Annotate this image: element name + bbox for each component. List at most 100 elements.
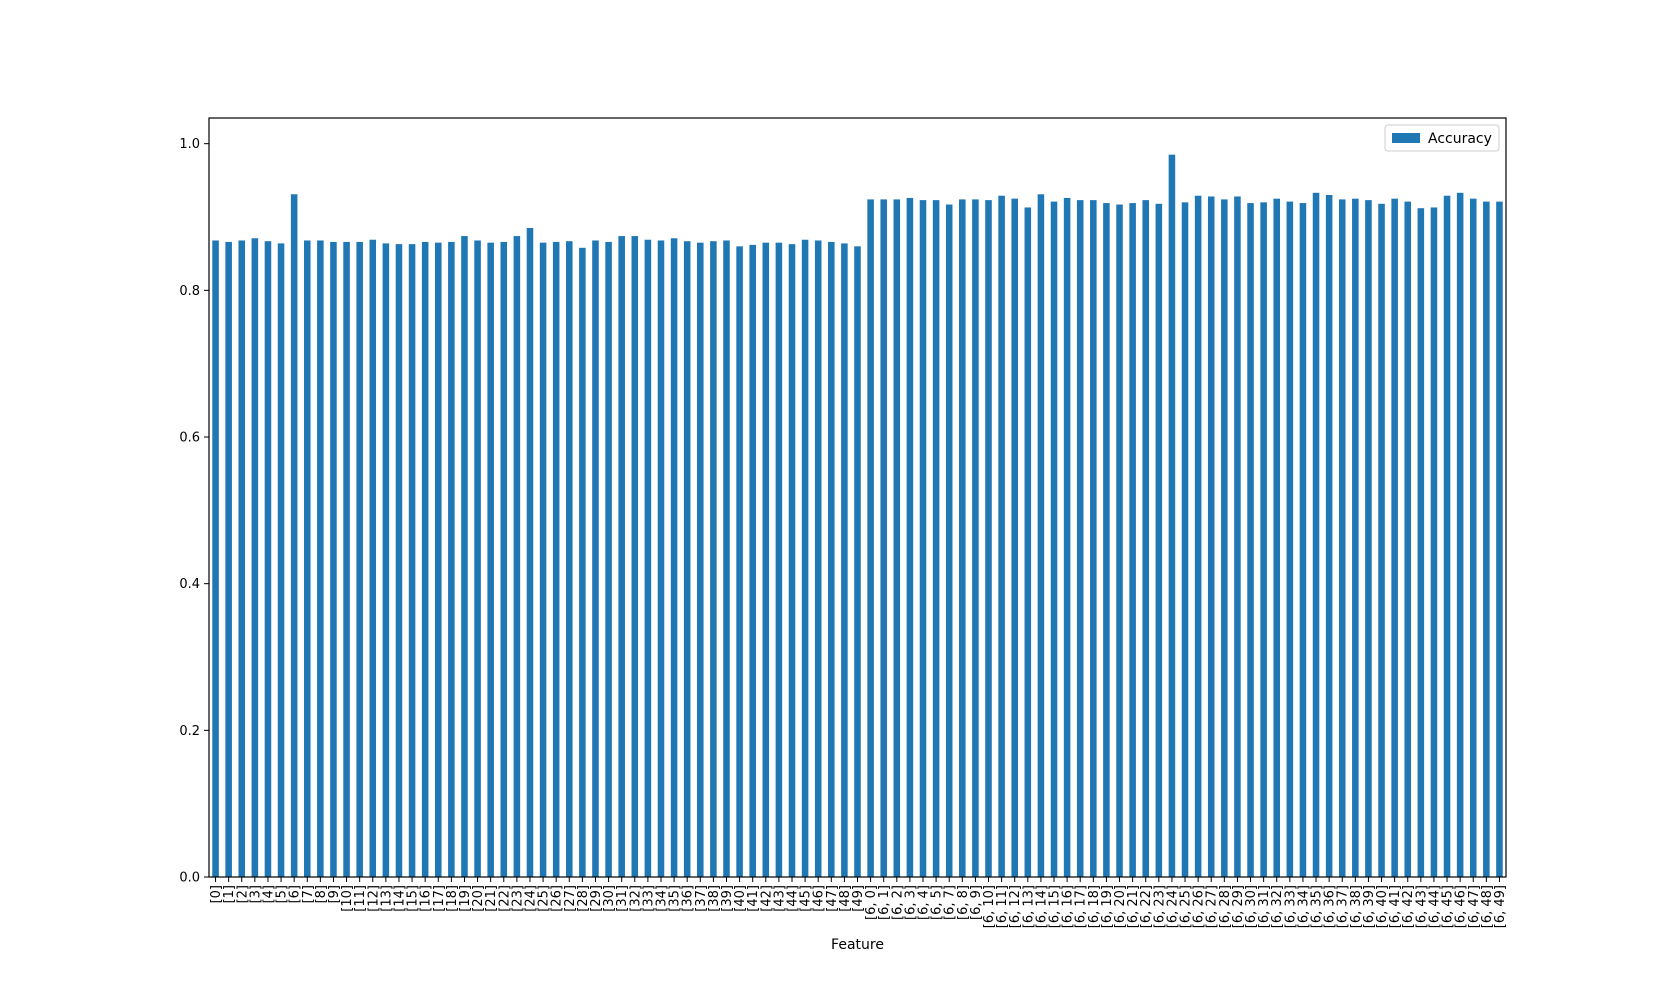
x-tick-label: [6, 10]	[982, 885, 997, 928]
bar	[1299, 203, 1307, 877]
bar	[539, 242, 547, 878]
x-tick-label: [28]	[576, 885, 591, 912]
x-tick-label: [39]	[720, 885, 735, 912]
x-tick-label: [6, 29]	[1231, 885, 1246, 928]
bar	[1417, 208, 1425, 877]
x-tick-label: [23]	[510, 885, 525, 912]
y-tick-label: 1.0	[179, 137, 200, 152]
x-tick-label: [6, 33]	[1283, 885, 1298, 928]
x-tick-label: [6, 46]	[1454, 885, 1469, 928]
bar	[985, 200, 992, 877]
bar	[972, 199, 979, 877]
bar	[303, 240, 311, 878]
x-tick-label: [6, 31]	[1257, 885, 1272, 928]
bar	[828, 241, 835, 877]
x-tick-label: [2]	[235, 885, 250, 903]
bar	[277, 243, 285, 877]
x-tick-label: [6, 0]	[864, 885, 879, 920]
x-tick-label: [5]	[275, 885, 290, 903]
bar	[945, 204, 953, 877]
x-tick-label: [6, 25]	[1179, 885, 1194, 928]
x-tick-label: [42]	[759, 885, 774, 912]
x-tick-label: [6, 30]	[1244, 885, 1259, 928]
bar	[487, 242, 494, 878]
x-tick-label: [0]	[209, 885, 224, 903]
bar	[448, 241, 455, 877]
x-tick-label: [6, 22]	[1139, 885, 1154, 928]
x-tick-label: [6, 3]	[903, 885, 918, 920]
bar	[710, 241, 717, 877]
x-tick-label: [6, 16]	[1061, 885, 1076, 928]
x-tick-label: [7]	[301, 885, 316, 903]
bar	[683, 241, 691, 877]
x-tick-label: [40]	[733, 885, 748, 912]
bar	[579, 247, 586, 878]
x-tick-label: [6, 18]	[1087, 885, 1102, 928]
x-tick-label: [6, 17]	[1074, 885, 1089, 928]
x-tick-label: [6, 41]	[1388, 885, 1403, 928]
x-tick-label: [6, 8]	[956, 885, 971, 920]
x-tick-label: [6, 44]	[1427, 885, 1442, 928]
x-tick-label: [6, 20]	[1113, 885, 1128, 928]
x-tick-label: [10]	[340, 885, 355, 912]
bar	[1063, 197, 1071, 877]
bar	[814, 240, 822, 878]
bar	[1050, 201, 1058, 878]
bar	[1260, 202, 1267, 877]
bar	[932, 200, 940, 877]
x-tick-label: [6, 19]	[1100, 885, 1115, 928]
x-tick-label: [11]	[353, 885, 368, 912]
x-tick-label: [17]	[432, 885, 447, 912]
bar	[919, 200, 927, 877]
x-tick-label: [3]	[248, 885, 263, 903]
bar	[670, 238, 678, 877]
bar	[513, 236, 521, 877]
bar	[290, 194, 298, 877]
y-tick-label: 0.6	[179, 431, 200, 446]
x-tick-label: [6, 12]	[1008, 885, 1023, 928]
x-tick-label: [6, 5]	[930, 885, 945, 920]
bar	[762, 242, 770, 878]
y-tick-label: 0.2	[179, 724, 200, 739]
bar	[1247, 203, 1254, 877]
x-tick-label: [6, 40]	[1375, 885, 1390, 928]
x-tick-label: [37]	[694, 885, 709, 912]
bar	[723, 240, 730, 878]
bar	[1155, 203, 1163, 878]
x-tick-label: [6, 36]	[1323, 885, 1338, 928]
bar	[867, 199, 874, 877]
bar	[605, 241, 612, 877]
bar	[343, 241, 350, 877]
bar	[631, 236, 639, 877]
x-tick-label: [29]	[589, 885, 604, 912]
x-tick-label: [6, 45]	[1441, 885, 1456, 928]
x-tick-label: [6, 21]	[1126, 885, 1141, 928]
bar	[880, 199, 887, 877]
y-tick-label: 0.0	[179, 871, 200, 886]
bar	[1391, 198, 1398, 878]
bar	[474, 240, 481, 878]
x-tick-label: [14]	[392, 885, 407, 912]
bar	[1469, 198, 1477, 878]
bar	[382, 243, 390, 877]
bar	[251, 238, 259, 877]
x-tick-label: [35]	[668, 885, 683, 912]
bar	[697, 242, 704, 878]
x-tick-label: [30]	[602, 885, 617, 912]
x-tick-label: [18]	[445, 885, 460, 912]
bar	[421, 241, 429, 877]
bar	[408, 244, 416, 877]
bar	[1090, 200, 1097, 877]
bar	[841, 243, 848, 877]
bar	[1076, 200, 1084, 877]
x-tick-label: [6, 24]	[1165, 885, 1180, 928]
x-tick-label: [6, 2]	[890, 885, 905, 920]
bar	[1352, 198, 1359, 878]
x-axis-label: Feature	[831, 937, 884, 953]
x-tick-label: [6, 37]	[1336, 885, 1351, 928]
bar	[526, 228, 534, 877]
x-tick-label: [4]	[261, 885, 276, 903]
x-tick-label: [6, 27]	[1205, 885, 1220, 928]
bar	[1221, 199, 1228, 877]
x-tick-label: [43]	[772, 885, 787, 912]
